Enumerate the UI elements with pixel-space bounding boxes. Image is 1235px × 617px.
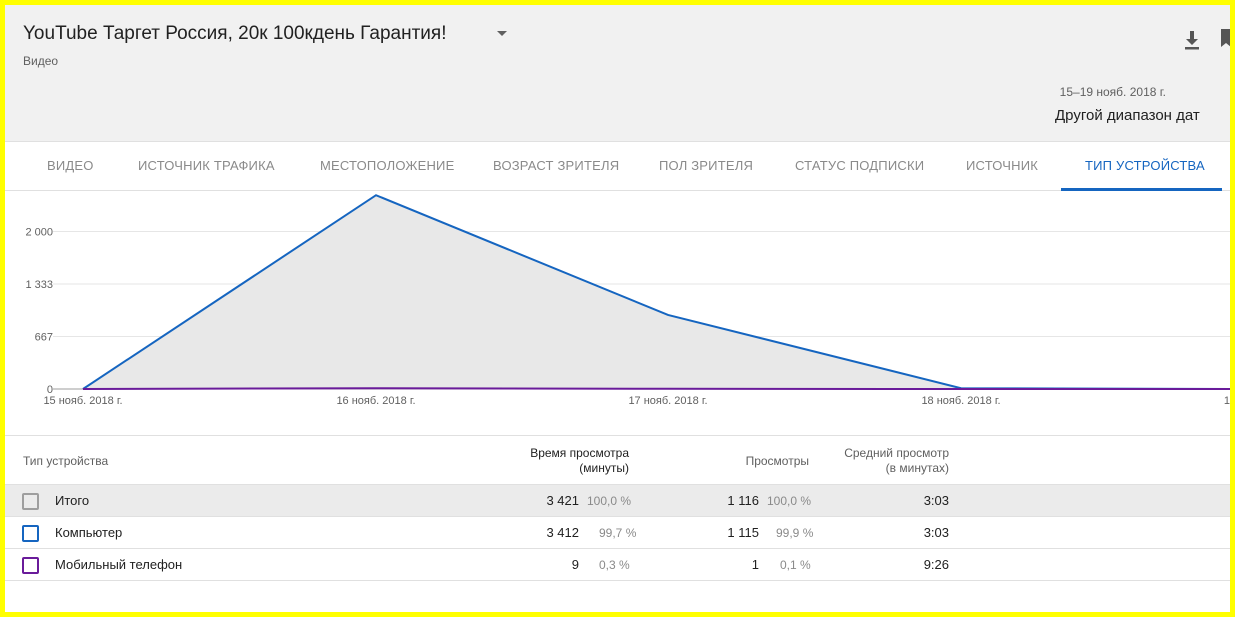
row-avg-view: 3:03: [923, 493, 949, 508]
tab-traffic-source[interactable]: Источник трафика: [138, 158, 275, 173]
x-tick-label: 18 нояб. 2018 г.: [921, 395, 1000, 407]
table-row[interactable]: Мобильный телефон 9 0,3 % 1 0,1 % 9:26: [5, 549, 1230, 581]
row-device-name: Компьютер: [55, 525, 123, 540]
tab-viewer-gender[interactable]: Пол зрителя: [659, 158, 754, 173]
row-views: 1 116: [727, 493, 759, 508]
column-header-avg-view[interactable]: Средний просмотр (в минутах): [805, 446, 949, 476]
report-header: YouTube Таргет Россия, 20к 100кдень Гара…: [5, 5, 1230, 142]
row-checkbox[interactable]: [22, 525, 39, 542]
table-header: Тип устройства Время просмотра (минуты) …: [5, 435, 1230, 485]
row-device-name: Мобильный телефон: [55, 557, 183, 572]
row-views-percent: 0,1 %: [780, 558, 811, 572]
x-tick-label: 17 нояб. 2018 г.: [628, 395, 707, 407]
column-header-watch-time-line2: (минуты): [579, 461, 629, 475]
row-watch-time: 3 421: [546, 493, 579, 508]
column-header-avg-view-line1: Средний просмотр: [844, 446, 949, 460]
caret-down-icon[interactable]: [497, 31, 507, 36]
flag-icon[interactable]: [1219, 27, 1230, 49]
series-line-mobile: [82, 387, 1230, 390]
row-avg-view: 3:03: [923, 525, 949, 540]
tab-source[interactable]: Источник: [966, 158, 1039, 173]
tab-device-type[interactable]: Тип устройства: [1085, 158, 1205, 173]
x-tick-label: 19: [1224, 395, 1230, 407]
tab-geography[interactable]: Местоположение: [320, 158, 455, 173]
row-watch-time-percent: 100,0 %: [587, 494, 632, 508]
column-header-views[interactable]: Просмотры: [745, 454, 809, 468]
row-watch-time: 9: [571, 557, 579, 572]
dimension-tabs: Видео Источник трафика Местоположение Во…: [5, 142, 1230, 191]
report-title: YouTube Таргет Россия, 20к 100кдень Гара…: [23, 23, 447, 44]
tab-subscription-status[interactable]: Статус подписки: [795, 158, 925, 173]
row-device-name: Итого: [55, 493, 90, 508]
row-views: 1: [751, 557, 759, 572]
x-tick-label: 16 нояб. 2018 г.: [336, 395, 415, 407]
y-tick-label: 667: [35, 331, 53, 343]
analytics-panel: YouTube Таргет Россия, 20к 100кдень Гара…: [5, 5, 1230, 612]
table-row[interactable]: Компьютер 3 412 99,7 % 1 115 99,9 % 3:03: [5, 517, 1230, 549]
report-subtitle: Видео: [23, 54, 59, 68]
tab-video[interactable]: Видео: [47, 158, 94, 173]
download-icon[interactable]: [1183, 29, 1201, 51]
x-tick-label: 15 нояб. 2018 г.: [43, 395, 122, 407]
row-checkbox[interactable]: [22, 493, 39, 510]
active-tab-indicator: [1061, 188, 1222, 191]
column-header-watch-time[interactable]: Время просмотра (минуты): [485, 446, 629, 476]
tab-viewer-age[interactable]: Возраст зрителя: [493, 158, 620, 173]
date-range: 15–19 нояб. 2018 г.: [1059, 85, 1166, 99]
y-tick-label: 0: [47, 384, 53, 396]
row-views-percent: 99,9 %: [776, 526, 814, 540]
row-views: 1 115: [727, 525, 759, 540]
column-header-device: Тип устройства: [23, 454, 109, 468]
row-checkbox[interactable]: [22, 557, 39, 574]
row-views-percent: 100,0 %: [767, 494, 812, 508]
device-type-chart: 2 000 1 333 667 015 нояб. 2018 г. 16 нояб. 2…: [25, 194, 1230, 407]
table-row[interactable]: Итого 3 421 100,0 % 1 116 100,0 % 3:03: [5, 485, 1230, 517]
column-header-avg-view-line2: (в минутах): [885, 461, 949, 475]
date-range-selector[interactable]: Другой диапазон дат: [1055, 107, 1200, 124]
row-avg-view: 9:26: [923, 557, 949, 572]
column-header-watch-time-line1: Время просмотра: [530, 446, 629, 460]
y-tick-label: 2 000: [25, 226, 53, 238]
y-tick-label: 1 333: [25, 279, 53, 291]
row-watch-time: 3 412: [546, 525, 579, 540]
chart-area-fill: [83, 195, 1230, 389]
row-watch-time-percent: 99,7 %: [599, 526, 637, 540]
row-watch-time-percent: 0,3 %: [599, 558, 630, 572]
